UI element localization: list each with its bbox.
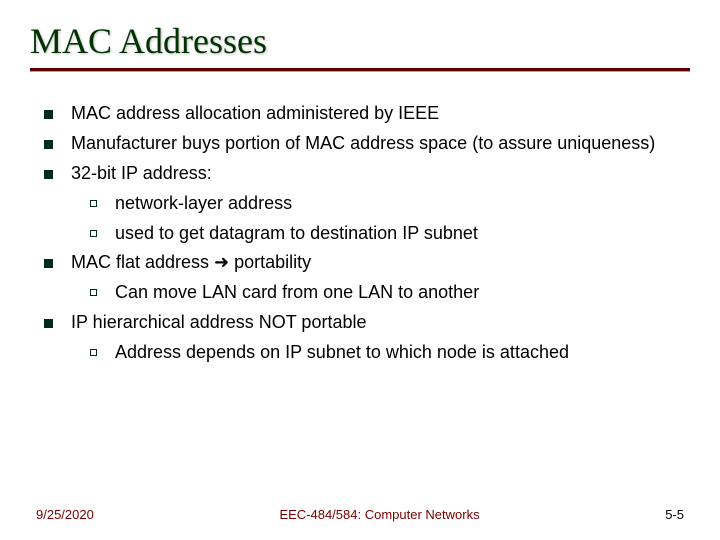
hollow-square-bullet-icon (90, 349, 97, 356)
list-subitem-text: network-layer address (115, 190, 690, 218)
list-subitem: Address depends on IP subnet to which no… (90, 339, 690, 367)
list-item-text: Manufacturer buys portion of MAC address… (71, 130, 690, 158)
list-subitem: used to get datagram to destination IP s… (90, 220, 690, 248)
square-bullet-icon (44, 140, 53, 149)
footer-date: 9/25/2020 (36, 507, 94, 522)
slide: MAC Addresses MAC address allocation adm… (0, 0, 720, 540)
content-area: MAC address allocation administered by I… (30, 100, 690, 367)
list-subitem-text: Can move LAN card from one LAN to anothe… (115, 279, 690, 307)
list-item: IP hierarchical address NOT portable (44, 309, 690, 337)
square-bullet-icon (44, 110, 53, 119)
list-item-text: MAC address allocation administered by I… (71, 100, 690, 128)
slide-footer: 9/25/2020 EEC-484/584: Computer Networks… (0, 507, 720, 522)
square-bullet-icon (44, 259, 53, 268)
slide-title: MAC Addresses (30, 20, 690, 62)
hollow-square-bullet-icon (90, 230, 97, 237)
footer-page-number: 5-5 (665, 507, 684, 522)
list-subitem-text: used to get datagram to destination IP s… (115, 220, 690, 248)
list-subitem-text: Address depends on IP subnet to which no… (115, 339, 690, 367)
footer-course: EEC-484/584: Computer Networks (279, 507, 479, 522)
hollow-square-bullet-icon (90, 200, 97, 207)
list-item: 32-bit IP address: (44, 160, 690, 188)
list-item-text: IP hierarchical address NOT portable (71, 309, 690, 337)
list-item-text: MAC flat address ➜ portability (71, 249, 690, 277)
title-underline-secondary (30, 71, 690, 72)
hollow-square-bullet-icon (90, 289, 97, 296)
list-subitem: network-layer address (90, 190, 690, 218)
square-bullet-icon (44, 170, 53, 179)
list-item: Manufacturer buys portion of MAC address… (44, 130, 690, 158)
square-bullet-icon (44, 319, 53, 328)
list-item: MAC address allocation administered by I… (44, 100, 690, 128)
list-subitem: Can move LAN card from one LAN to anothe… (90, 279, 690, 307)
list-item: MAC flat address ➜ portability (44, 249, 690, 277)
list-item-text: 32-bit IP address: (71, 160, 690, 188)
